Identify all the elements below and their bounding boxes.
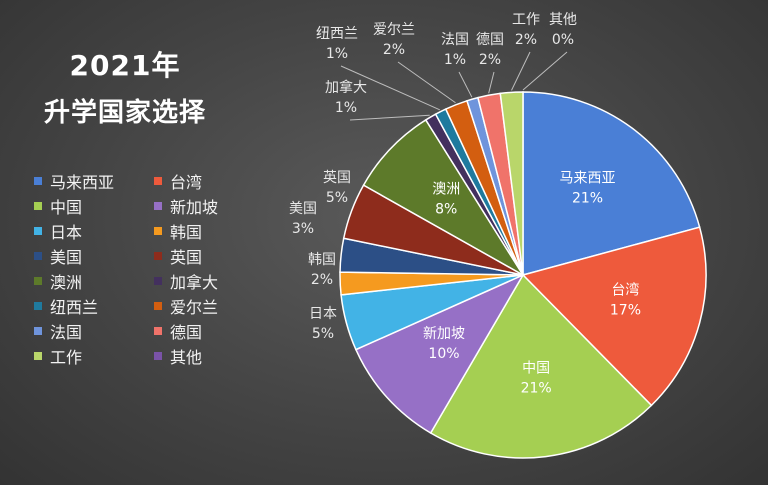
legend-swatch [34,177,42,185]
legend-swatch [34,202,42,210]
legend-label: 澳洲 [50,273,83,292]
legend-label: 德国 [170,323,203,342]
legend-label: 中国 [50,198,83,217]
legend-label: 纽西兰 [50,298,99,317]
legend-swatch [154,277,162,285]
legend-swatch [34,302,42,310]
legend-label: 法国 [50,323,83,342]
leader-line [511,51,531,91]
slice-data-label: 爱尔兰 2% [373,22,415,58]
legend-item: 爱尔兰 [154,295,274,317]
leader-line [458,71,473,98]
legend-label: 英国 [170,248,203,267]
slice-data-label: 日本 5% [309,306,337,342]
slice-data-label: 澳洲 8% [432,182,460,218]
legend-swatch [154,227,162,235]
chart-title-year: 2021年 [69,49,181,82]
legend-swatch [34,327,42,335]
legend-swatch [154,252,162,260]
legend-label: 马来西亚 [50,173,115,192]
legend-item: 美国 [34,245,154,267]
chart-title-main: 升学国家选择 [43,98,206,128]
slice-data-label: 德国 2% [476,32,504,68]
legend-swatch [154,302,162,310]
slice-data-label: 韩国 2% [308,252,336,288]
pie-slice [354,273,525,435]
legend-label: 加拿大 [170,273,219,292]
chart-legend: 马来西亚 台湾中国 新加坡日本 韩国美国 英国澳洲 加拿大纽西兰 爱尔兰法国 德国工作 其他 [34,170,274,367]
legend-item: 工作 [34,345,154,367]
legend-item: 德国 [154,320,274,342]
pie-slice [522,91,701,276]
legend-label: 美国 [50,248,83,267]
legend-item: 日本 [34,220,154,242]
legend-label: 其他 [170,348,203,367]
legend-label: 日本 [50,223,83,242]
legend-item: 马来西亚 [34,170,154,192]
pie-slice [429,273,653,459]
legend-item: 纽西兰 [34,295,154,317]
legend-item: 英国 [154,245,274,267]
legend-swatch [34,227,42,235]
slice-data-label: 加拿大 1% [325,79,367,116]
legend-swatch [154,202,162,210]
leader-line [349,114,430,121]
leader-line [522,51,568,91]
legend-swatch [34,352,42,360]
slice-data-label: 新加坡 10% [423,326,465,362]
slice-data-label: 马来西亚 21% [560,171,616,207]
legend-label: 爱尔兰 [170,298,219,317]
legend-label: 新加坡 [170,198,219,217]
slice-data-label: 其他 0% [549,12,577,48]
legend-item: 韩国 [154,220,274,242]
legend-item: 澳洲 [34,270,154,292]
pie-slice [521,226,707,407]
legend-swatch [154,352,162,360]
slice-data-label: 纽西兰 1% [316,26,358,62]
legend-swatch [154,327,162,335]
legend-label: 台湾 [170,173,203,192]
legend-swatch [154,177,162,185]
pie-slice [362,118,524,276]
leader-line [488,71,495,94]
slice-data-label: 美国 3% [289,201,317,237]
legend-item: 中国 [34,195,154,217]
slice-data-label: 台湾 17% [610,282,641,319]
slice-data-label: 英国 5% [323,169,351,206]
leader-line [340,65,440,111]
legend-label: 工作 [50,348,83,367]
legend-label: 韩国 [170,223,203,242]
legend-item: 法国 [34,320,154,342]
legend-item: 台湾 [154,170,274,192]
legend-item: 加拿大 [154,270,274,292]
slice-data-label: 工作 2% [512,12,540,48]
legend-swatch [34,252,42,260]
legend-item: 其他 [154,345,274,367]
leader-line [397,61,456,104]
pie-slice [499,91,524,276]
legend-swatch [34,277,42,285]
slice-data-label: 中国 21% [521,360,552,396]
legend-item: 新加坡 [154,195,274,217]
slice-data-label: 法国 1% [441,32,469,68]
